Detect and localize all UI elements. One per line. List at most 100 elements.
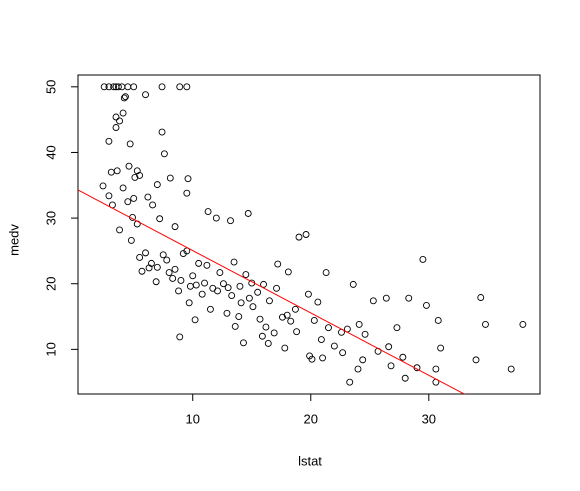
point — [387, 362, 395, 370]
point — [105, 83, 113, 91]
point — [153, 181, 161, 189]
point — [393, 324, 401, 332]
point — [124, 83, 132, 91]
regression-line — [78, 189, 466, 394]
point — [136, 171, 144, 179]
point — [130, 194, 138, 202]
point — [206, 305, 214, 313]
point — [113, 167, 121, 175]
point — [273, 284, 280, 292]
point — [192, 281, 200, 289]
point — [124, 198, 132, 206]
point — [142, 91, 149, 99]
point — [274, 260, 282, 268]
point — [105, 137, 113, 145]
point — [189, 272, 197, 280]
point — [112, 113, 120, 121]
point — [165, 269, 173, 277]
point — [145, 264, 153, 272]
point — [184, 175, 192, 183]
point — [405, 294, 413, 302]
point — [176, 83, 184, 91]
point — [114, 83, 122, 91]
point — [127, 236, 135, 244]
point — [432, 365, 440, 373]
point — [291, 305, 299, 313]
point — [437, 344, 445, 352]
point — [266, 297, 273, 305]
point — [149, 201, 157, 209]
point — [130, 83, 138, 91]
point — [401, 374, 409, 382]
point — [270, 329, 278, 337]
point — [304, 290, 312, 298]
point — [284, 268, 292, 276]
x-tick-label: 30 — [422, 411, 436, 426]
point — [138, 267, 146, 275]
point — [159, 251, 167, 259]
point — [281, 344, 289, 352]
point — [355, 320, 363, 328]
point — [330, 342, 338, 350]
point — [245, 294, 253, 302]
point — [293, 328, 301, 336]
point — [126, 140, 134, 148]
point — [302, 231, 310, 238]
point — [177, 276, 185, 284]
point — [99, 182, 107, 190]
point — [191, 316, 199, 324]
point — [231, 322, 239, 330]
y-tick-label: 30 — [43, 211, 58, 225]
point — [242, 271, 250, 278]
point — [382, 294, 390, 302]
y-tick-label: 50 — [43, 80, 58, 94]
point — [152, 278, 160, 286]
point — [107, 168, 115, 176]
point — [283, 311, 291, 319]
point — [183, 189, 191, 197]
point — [369, 297, 377, 305]
point — [422, 301, 430, 309]
point — [185, 299, 193, 307]
point — [354, 365, 362, 373]
point — [482, 320, 489, 328]
point — [477, 294, 485, 301]
point — [142, 249, 149, 257]
point — [204, 208, 212, 215]
point — [306, 352, 314, 360]
point — [203, 261, 211, 269]
point — [317, 336, 325, 343]
point — [100, 83, 108, 91]
point — [158, 128, 166, 136]
point — [201, 279, 208, 287]
point — [219, 280, 227, 288]
point — [244, 210, 252, 217]
x-axis-label: lstat — [298, 453, 322, 468]
point — [310, 317, 318, 324]
point — [198, 290, 206, 298]
point — [156, 215, 164, 223]
point — [122, 93, 129, 101]
point — [227, 217, 234, 225]
point — [183, 83, 191, 91]
y-tick-label: 10 — [43, 342, 58, 356]
point — [322, 269, 330, 277]
point — [399, 353, 407, 361]
point — [240, 339, 247, 347]
point — [224, 284, 232, 292]
point — [144, 193, 152, 201]
point — [125, 162, 133, 170]
point — [254, 288, 262, 296]
point — [278, 313, 286, 321]
point — [519, 320, 527, 328]
point — [359, 356, 367, 364]
point — [472, 356, 480, 364]
point — [314, 298, 322, 306]
point — [118, 83, 126, 91]
point — [325, 324, 332, 332]
point — [223, 309, 231, 317]
point — [319, 354, 327, 362]
point — [256, 315, 264, 323]
point — [160, 150, 168, 158]
